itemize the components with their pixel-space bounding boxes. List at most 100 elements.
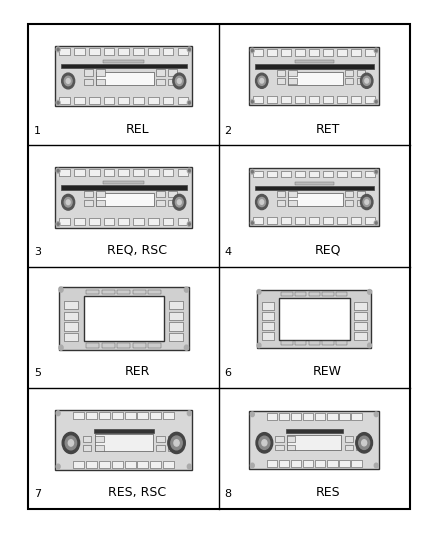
Bar: [163, 412, 174, 419]
Bar: [322, 292, 334, 296]
Bar: [351, 413, 362, 420]
Bar: [357, 78, 365, 84]
Circle shape: [187, 47, 191, 52]
Bar: [103, 181, 144, 184]
Circle shape: [56, 411, 60, 416]
Text: 4: 4: [224, 247, 231, 257]
Bar: [281, 217, 291, 224]
Bar: [345, 191, 353, 197]
Text: 3: 3: [34, 247, 41, 257]
Bar: [156, 200, 165, 206]
Bar: [254, 64, 374, 69]
Bar: [156, 69, 165, 76]
Bar: [336, 292, 347, 296]
Bar: [303, 413, 314, 420]
Text: 2: 2: [224, 126, 231, 136]
Bar: [279, 298, 350, 340]
Circle shape: [360, 195, 373, 209]
Bar: [309, 171, 319, 177]
Bar: [133, 289, 146, 294]
Bar: [60, 64, 187, 68]
Bar: [96, 72, 154, 85]
Bar: [74, 412, 85, 419]
Bar: [276, 437, 284, 442]
Bar: [55, 167, 192, 228]
Circle shape: [62, 73, 74, 89]
Bar: [336, 341, 347, 345]
Bar: [281, 292, 293, 296]
Circle shape: [177, 78, 181, 83]
Circle shape: [258, 76, 265, 85]
Bar: [309, 341, 320, 345]
Text: 1: 1: [34, 126, 41, 136]
Bar: [345, 437, 353, 442]
Bar: [253, 217, 263, 224]
Text: RER: RER: [124, 365, 150, 378]
Bar: [84, 69, 93, 76]
Bar: [357, 70, 365, 76]
Text: 5: 5: [34, 368, 41, 378]
Bar: [267, 217, 277, 224]
Bar: [150, 412, 161, 419]
Bar: [95, 434, 152, 451]
Bar: [357, 200, 365, 206]
Circle shape: [66, 78, 70, 83]
Bar: [289, 78, 297, 84]
Bar: [281, 96, 291, 103]
Bar: [86, 343, 99, 348]
Bar: [169, 78, 177, 85]
Bar: [339, 413, 350, 420]
Bar: [365, 217, 375, 224]
Bar: [64, 301, 78, 309]
Bar: [102, 289, 115, 294]
Circle shape: [375, 171, 377, 173]
Circle shape: [56, 464, 60, 469]
Bar: [261, 322, 274, 330]
Bar: [118, 49, 129, 55]
Circle shape: [374, 100, 378, 104]
Circle shape: [251, 100, 254, 104]
Bar: [59, 219, 70, 225]
Bar: [261, 312, 274, 320]
Bar: [99, 412, 110, 419]
Bar: [327, 413, 338, 420]
Circle shape: [188, 102, 191, 104]
Bar: [253, 96, 263, 103]
Bar: [289, 70, 297, 76]
Circle shape: [187, 411, 191, 416]
Bar: [277, 78, 285, 84]
Circle shape: [374, 169, 378, 174]
Circle shape: [365, 78, 369, 83]
Bar: [89, 97, 99, 104]
Bar: [118, 97, 129, 104]
Bar: [148, 49, 159, 55]
Bar: [169, 312, 184, 320]
Bar: [133, 49, 144, 55]
Circle shape: [256, 195, 268, 209]
Bar: [354, 312, 367, 320]
Circle shape: [59, 345, 63, 350]
Bar: [345, 445, 353, 450]
Bar: [289, 200, 297, 206]
Bar: [102, 343, 115, 348]
Bar: [138, 412, 148, 419]
Bar: [295, 60, 334, 63]
Circle shape: [367, 343, 371, 348]
Bar: [337, 50, 347, 56]
Circle shape: [68, 440, 74, 446]
Bar: [365, 96, 375, 103]
Circle shape: [251, 169, 254, 174]
Circle shape: [65, 436, 77, 450]
Circle shape: [251, 221, 254, 225]
Bar: [177, 219, 188, 225]
Bar: [86, 412, 97, 419]
Circle shape: [174, 440, 179, 446]
Bar: [59, 49, 70, 55]
Circle shape: [56, 222, 60, 227]
Bar: [289, 191, 297, 197]
Circle shape: [359, 436, 370, 449]
Bar: [55, 46, 192, 107]
Bar: [84, 191, 93, 197]
Circle shape: [188, 49, 191, 51]
Bar: [156, 436, 165, 442]
